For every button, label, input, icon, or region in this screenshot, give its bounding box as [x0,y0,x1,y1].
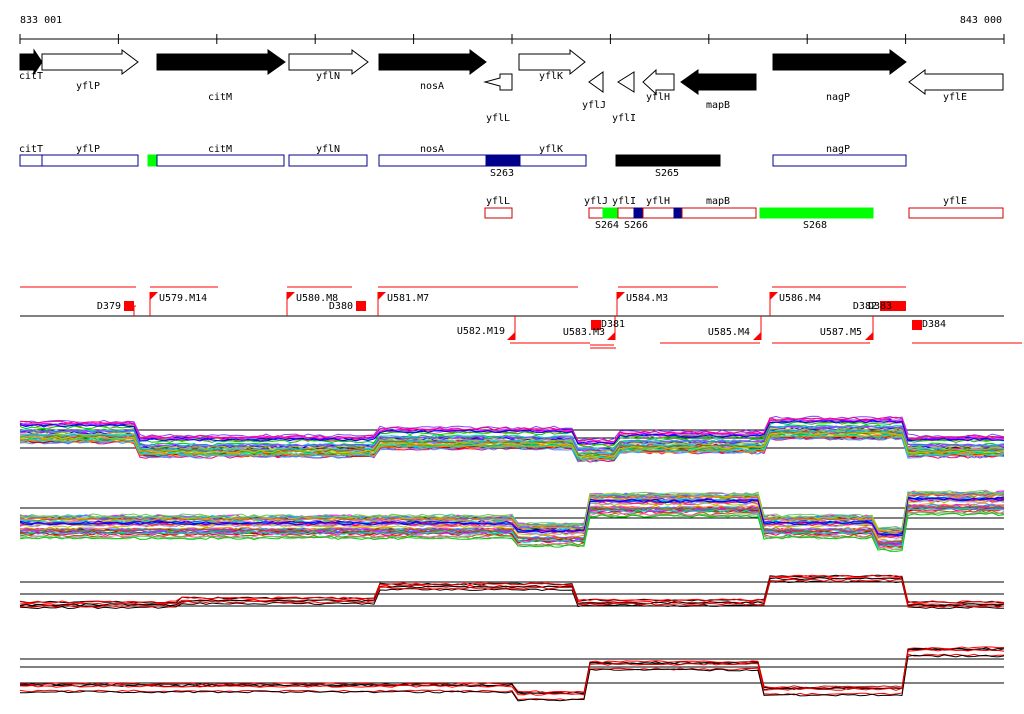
segment-label: S263 [490,168,514,179]
gene-arrow-yflJ[interactable] [588,71,604,93]
end-coordinate: 843 000 [960,15,1002,26]
gene-label: yflJ [582,100,606,111]
region-label: yflE [943,196,967,207]
gene-label: citT [19,71,43,82]
segment-label: S265 [655,168,679,179]
gene-arrow-yflI[interactable] [617,71,635,93]
unit-label: D381 [601,319,625,330]
unit-label: U584.M3 [626,293,668,304]
region-label: citT [19,144,43,155]
region-track-reverse: yflL yflJ yflI yflH mapB yflE S264 S266 … [484,196,1004,231]
unit-label: D379 [97,301,121,312]
gene-label: yflL [486,113,510,124]
gene-arrow-citM[interactable] [156,49,286,75]
region-label: yflI [612,196,636,207]
gene-label: yflP [76,81,100,92]
region-label: nosA [420,144,444,155]
unit-label: U586.M4 [779,293,821,304]
region-label: mapB [706,196,730,207]
region-label: nagP [826,144,850,155]
region-label: yflN [316,144,340,155]
gene-label: mapB [706,100,730,111]
unit-label: U582.M19 [457,326,505,337]
expression-panels [19,415,1005,702]
region-track-forward: citT yflP citM yflN nosA yflK nagP S263 … [19,144,907,179]
segment-label: S266 [624,220,648,231]
gene-label: yflK [539,71,563,82]
unit-label: U580.M8 [296,293,338,304]
gene-label: yflH [646,92,670,103]
region-label: citM [208,144,232,155]
gene-track: citT yflP citM yflN nosA yflL yflK yflJ … [19,48,1004,124]
gene-arrow-yflN[interactable] [288,49,369,75]
gene-arrow-yflP[interactable] [41,49,139,75]
region-label: yflP [76,144,100,155]
unit-label: U587.M5 [820,327,862,338]
gene-label: nagP [826,92,850,103]
gene-label: yflI [612,113,636,124]
gene-arrow-mapB[interactable] [680,69,757,95]
unit-label: U583.M3 [563,327,605,338]
unit-label: U585.M4 [708,327,750,338]
transcription-unit-track: D379 U579.M14 U580.M8 D380 U581.M7 U584.… [20,286,1022,349]
coordinate-ruler: 833 001 843 000 [19,15,1005,44]
start-coordinate: 833 001 [20,15,62,26]
gene-arrow-nagP[interactable] [772,49,907,75]
segment-label: S268 [803,220,827,231]
gene-arrow-yflE[interactable] [908,69,1004,95]
unit-label: D380 [329,301,353,312]
gene-arrow-yflK[interactable] [518,48,586,76]
unit-label: U581.M7 [387,293,429,304]
unit-label: D382 [853,301,877,312]
gene-arrow-nosA[interactable] [378,49,487,75]
unit-label: U579.M14 [159,293,207,304]
region-label: yflK [539,144,563,155]
unit-label: D383 [868,301,892,312]
gene-arrow-citT[interactable] [19,48,43,76]
region-label: yflH [646,196,670,207]
unit-label: D384 [922,319,946,330]
gene-label: nosA [420,81,444,92]
segment-label: S264 [595,220,619,231]
gene-label: yflE [943,92,967,103]
region-label: yflJ [584,196,608,207]
region-label: yflL [486,196,510,207]
gene-label: citM [208,92,232,103]
gene-label: yflN [316,71,340,82]
gene-arrow-yflH[interactable] [642,68,675,96]
gene-arrow-yflL[interactable] [483,73,513,91]
